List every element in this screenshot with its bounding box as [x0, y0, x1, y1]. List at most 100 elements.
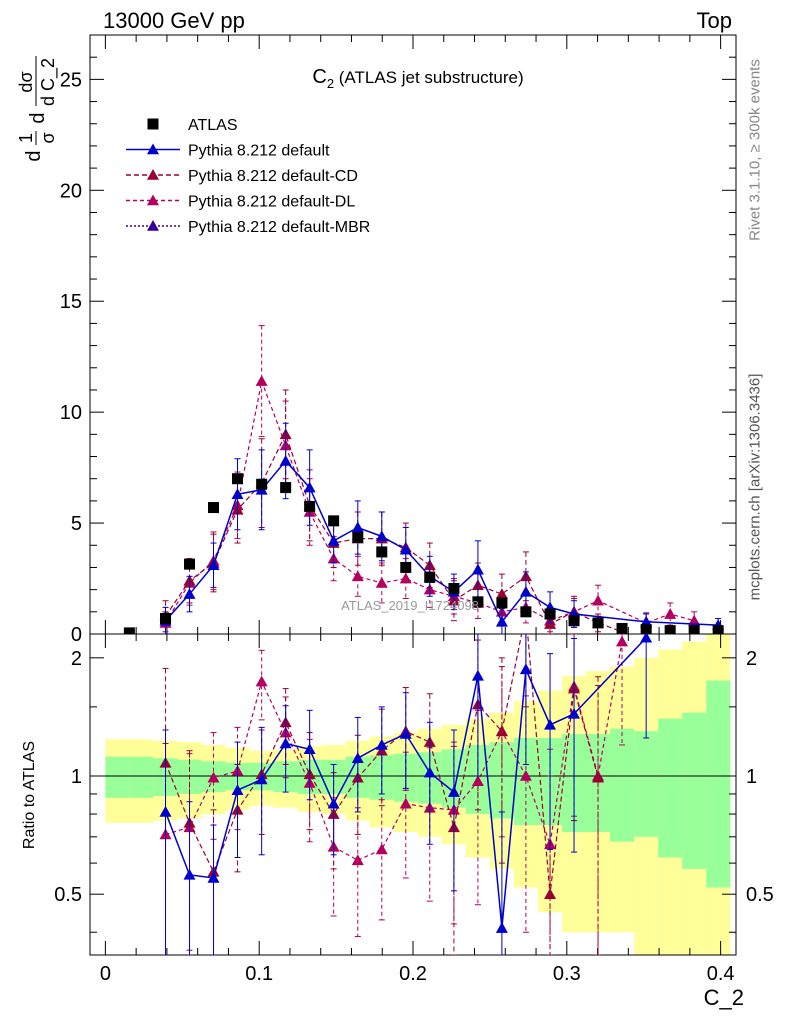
ratio-point: [159, 805, 172, 817]
legend-label: Pythia 8.212 default-MBR: [188, 219, 370, 236]
legend-marker: [147, 169, 159, 180]
ratio-point: [207, 871, 220, 883]
atlas-point: [448, 583, 460, 595]
atlas-point: [352, 531, 364, 543]
x-tick-label: 0.1: [245, 963, 273, 985]
ratio-y-tick-label: 2: [71, 648, 82, 670]
ratio-line: [165, 641, 623, 861]
ratio-y-tick-label: 1: [71, 766, 82, 788]
ratio-point: [447, 786, 460, 797]
y-tick-label: 20: [60, 180, 82, 202]
series-point: [231, 488, 244, 500]
legend-marker: [147, 194, 159, 206]
y-label-dsigma: dσ: [16, 71, 36, 92]
atlas-point: [304, 500, 316, 512]
series-point: [544, 618, 557, 629]
band-inner-bin: [610, 728, 635, 842]
header-right-label: Top: [696, 8, 732, 33]
atlas-data-group: [123, 473, 724, 634]
legend-entry-1: Pythia 8.212 default: [126, 143, 330, 160]
series-point: [399, 572, 412, 584]
chart-title: C2 (ATLAS jet substructure): [312, 66, 523, 91]
atlas-point: [664, 625, 676, 634]
ratio-point: [351, 854, 364, 866]
series-point: [303, 481, 316, 493]
ratio-point: [544, 718, 557, 730]
ratio-point: [375, 843, 388, 855]
ratio-point: [519, 770, 532, 781]
band-inner-bin: [706, 680, 731, 888]
legend-label: Pythia 8.212 default-DL: [188, 194, 355, 211]
ratio-point: [399, 727, 412, 739]
ratio-point: [327, 797, 340, 809]
ratio-point: [592, 771, 605, 783]
legend-entry-3: Pythia 8.212 default-DL: [126, 194, 355, 211]
atlas-point: [328, 515, 340, 527]
y-label-one: 1: [16, 133, 36, 143]
legend-marker: [147, 143, 159, 155]
analysis-watermark: ATLAS_2019_I1724098: [341, 598, 479, 613]
atlas-point: [616, 622, 628, 634]
x-axis-label: C_2: [703, 985, 744, 1010]
x-tick-label: 0: [100, 963, 111, 985]
atlas-point: [123, 627, 135, 634]
series-point: [495, 588, 508, 599]
ratio-point: [207, 771, 220, 783]
series-point: [688, 614, 701, 626]
atlas-point: [472, 596, 484, 608]
ratio-point: [351, 752, 364, 764]
ratio-point: [423, 766, 436, 778]
ratio-point: [255, 675, 268, 687]
atlas-point: [424, 571, 436, 583]
series-point: [207, 559, 220, 571]
atlas-point: [520, 606, 532, 618]
series-point: [183, 588, 196, 599]
atlas-point: [712, 625, 724, 634]
series-point: [399, 543, 412, 555]
y-axis-label: d 1 σd dσ d C_2: [16, 56, 59, 162]
y-tick-label: 0: [71, 624, 82, 646]
x-tick-label: 0.2: [399, 963, 427, 985]
series-line: [164, 459, 719, 626]
ratio-point: [544, 888, 557, 899]
atlas-point: [184, 558, 196, 570]
atlas-point: [568, 615, 580, 627]
ratio-point: [495, 922, 508, 933]
series-point: [640, 615, 653, 627]
uncertainty-band: [105, 634, 731, 955]
atlas-point: [160, 612, 172, 624]
atlas-point: [400, 561, 412, 573]
series-point: [279, 454, 292, 466]
series-point: [375, 576, 388, 588]
x-tick-label: 0.3: [553, 963, 581, 985]
series-point: [375, 530, 388, 542]
atlas-point: [592, 617, 604, 629]
main-panel-frame: [89, 34, 737, 635]
legend-entry-0: ATLAS: [147, 117, 238, 134]
ratio-point: [640, 634, 653, 643]
series-point: [351, 570, 364, 582]
ratio-point: [279, 737, 292, 749]
rivet-version-label: Rivet 3.1.10, ≥ 300k events: [746, 59, 764, 241]
ratio-series-group: [159, 634, 653, 955]
atlas-point: [376, 546, 388, 558]
legend-marker: [147, 220, 159, 231]
ratio-point: [471, 669, 484, 681]
series-point: [592, 594, 605, 606]
ratio-point: [183, 868, 196, 880]
ratio-point: [495, 725, 508, 737]
ratio-point: [568, 707, 581, 719]
mcplots-label: mcplots.cern.ch [arXiv:1306.3436]: [746, 373, 764, 601]
legend-entry-4: Pythia 8.212 default-MBR: [126, 219, 370, 236]
ratio-point: [519, 663, 532, 675]
series-point: [255, 375, 268, 386]
ratio-point: [375, 738, 388, 750]
series-line: [165, 378, 695, 624]
y-tick-label: 10: [60, 402, 82, 424]
ratio-point: [616, 635, 629, 647]
atlas-point: [544, 608, 556, 620]
ratio-series-0: [159, 634, 653, 955]
atlas-point: [208, 502, 220, 514]
